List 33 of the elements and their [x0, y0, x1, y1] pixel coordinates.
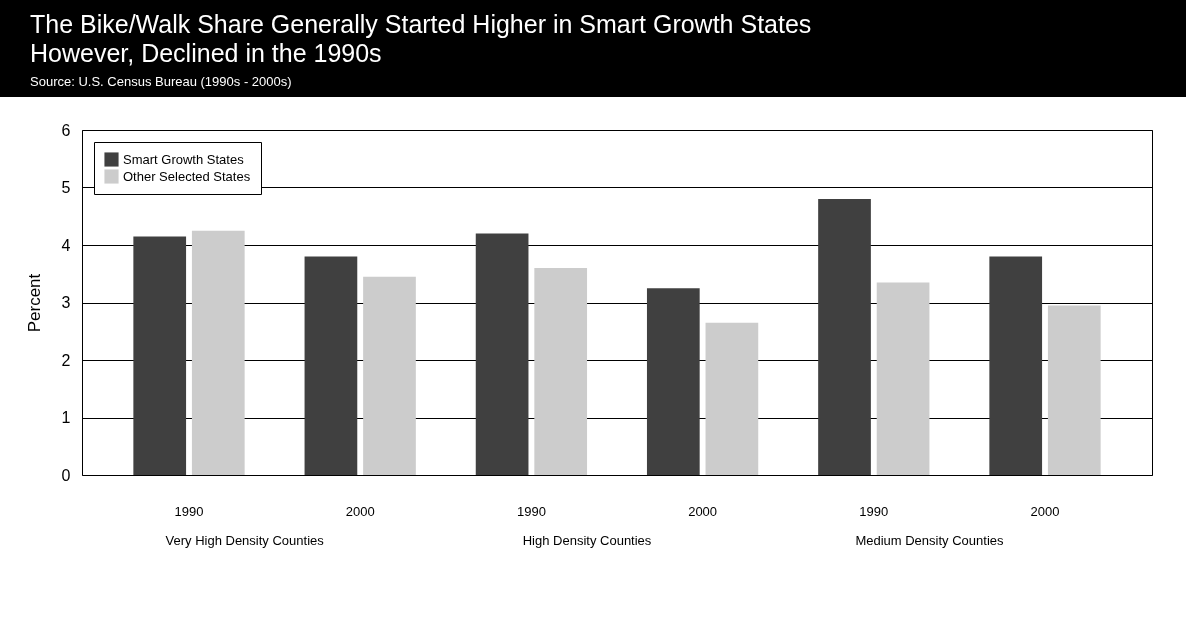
y-tick-label: 3	[61, 294, 71, 311]
bar	[646, 288, 700, 475]
chart-subtitle: Source: U.S. Census Bureau (1990s - 2000s)	[30, 74, 293, 89]
x-tick-label: 1990	[859, 503, 889, 519]
legend-label: Other Selected States	[123, 168, 251, 184]
bar	[1047, 305, 1101, 475]
bar	[133, 236, 187, 475]
y-tick-label: 4	[61, 236, 71, 254]
x-tick-label: 1990	[516, 503, 546, 519]
legend-label: Smart Growth States	[123, 151, 245, 167]
x-tick-label: 2000	[688, 503, 718, 519]
bar	[475, 233, 529, 475]
y-tick-label: 6	[61, 121, 71, 139]
x-tick-label: 2000	[1030, 503, 1060, 519]
bar	[304, 256, 358, 475]
x-tick-label: 1990	[174, 503, 204, 519]
y-tick-label: 5	[61, 179, 71, 196]
y-tick-label: 2	[61, 351, 71, 369]
chart-title: The Bike/Walk Share Generally Started Higher in Smart Growth States However, Declined in the 1990s	[30, 10, 813, 68]
text: Very High Density Counties	[165, 533, 325, 548]
bar	[705, 322, 759, 475]
y-tick-label: 0	[61, 466, 71, 484]
y-tick-label: 1	[61, 409, 71, 426]
bar	[191, 230, 245, 475]
bar	[876, 282, 930, 475]
text: High Density Counties	[522, 533, 652, 548]
bar	[534, 268, 588, 475]
text: Medium Density Counties	[855, 533, 1004, 548]
bar	[989, 256, 1043, 475]
bar	[818, 199, 871, 475]
y-axis-title: Percent	[24, 273, 44, 333]
x-tick-label: 2000	[345, 503, 375, 519]
bar	[363, 276, 416, 475]
